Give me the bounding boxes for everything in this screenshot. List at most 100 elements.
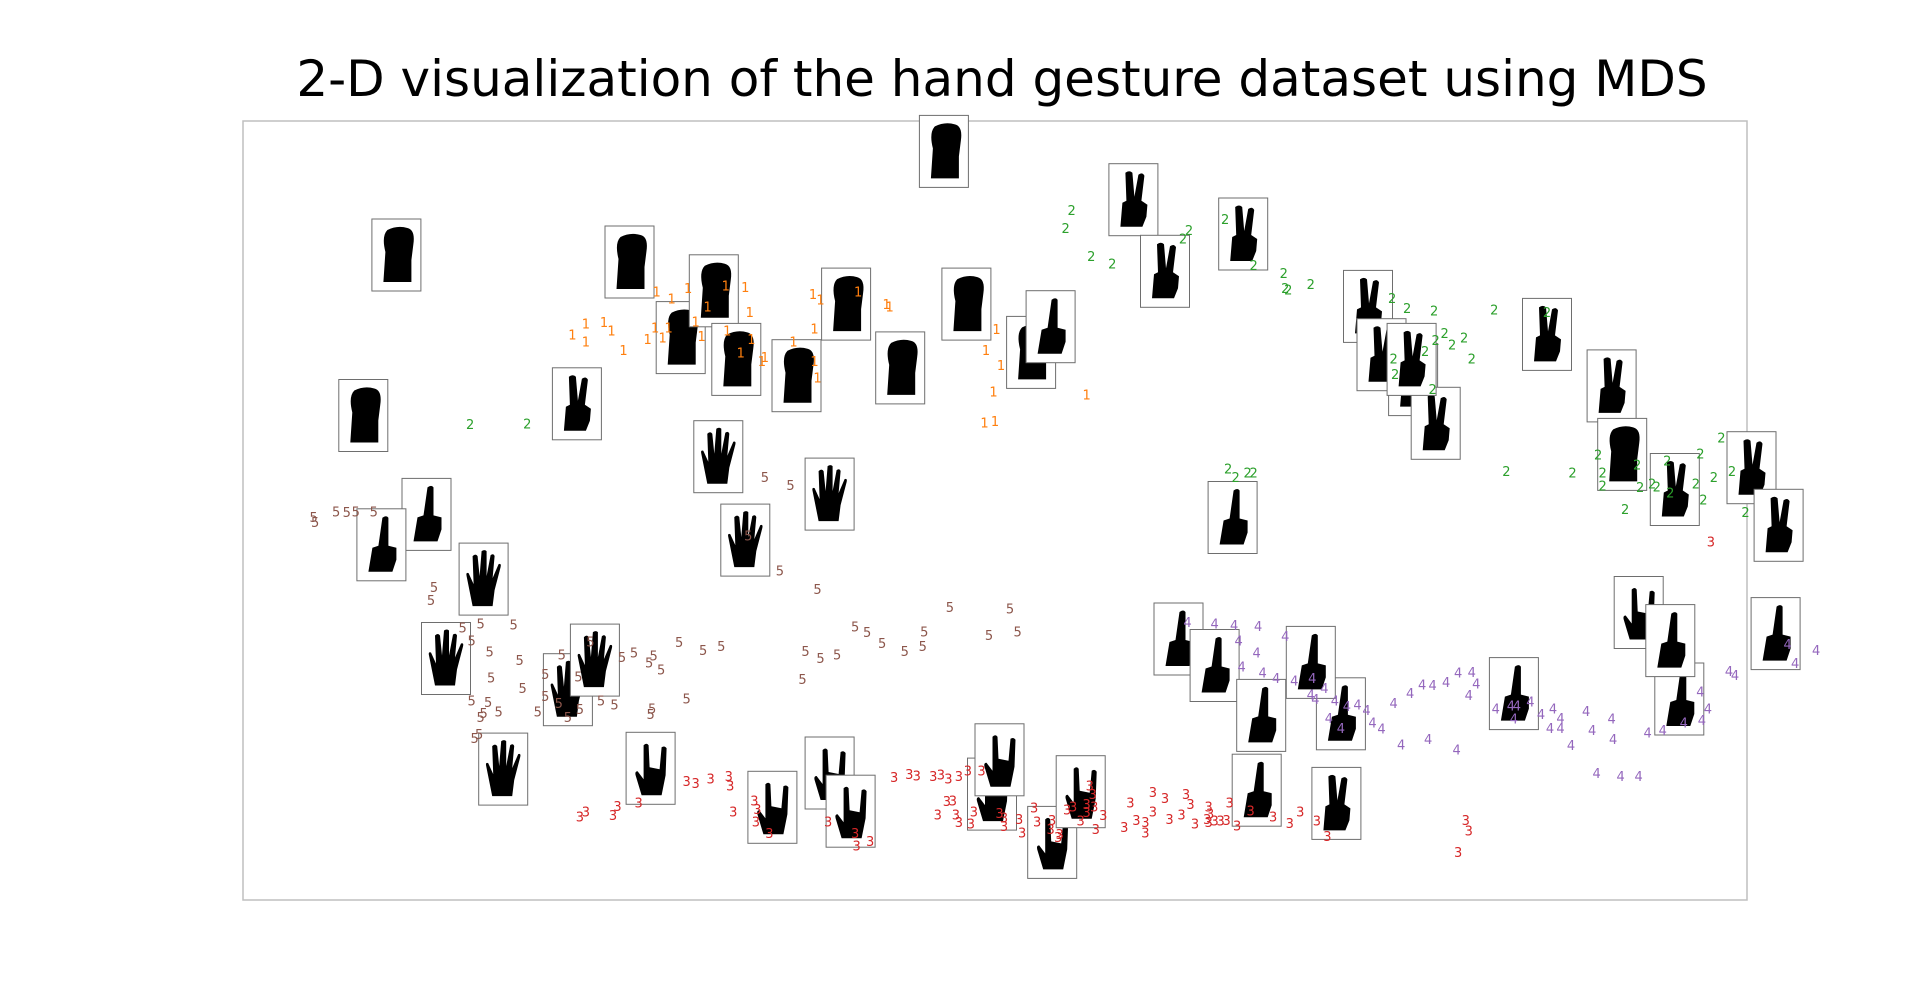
- point-class-4: 4: [1537, 708, 1545, 723]
- point-class-3: 3: [1204, 816, 1212, 831]
- point-class-5: 5: [813, 583, 821, 598]
- gesture-thumbnail-two: [1218, 197, 1269, 271]
- point-class-4: 4: [1254, 620, 1262, 635]
- point-class-2: 2: [1598, 466, 1606, 481]
- point-class-5: 5: [495, 706, 503, 721]
- point-class-3: 3: [1149, 786, 1157, 801]
- point-class-5: 5: [801, 645, 809, 660]
- point-class-3: 3: [1216, 815, 1224, 830]
- hand-horns-icon: [1036, 817, 1069, 870]
- point-class-4: 4: [1253, 646, 1261, 661]
- point-class-1: 1: [664, 322, 672, 337]
- gesture-thumbnail-two: [1753, 488, 1804, 562]
- point-class-3: 3: [1033, 815, 1041, 830]
- gesture-thumbnail-fist: [338, 379, 389, 452]
- point-class-3: 3: [967, 818, 975, 833]
- gesture-thumbnail-two: [1726, 431, 1777, 505]
- point-class-3: 3: [1203, 813, 1211, 828]
- point-class-1: 1: [747, 333, 755, 348]
- gesture-thumbnail-one: [1285, 625, 1336, 699]
- point-class-3: 3: [613, 800, 621, 815]
- point-class-3: 3: [1323, 830, 1331, 845]
- point-class-4: 4: [1308, 672, 1316, 687]
- point-class-4: 4: [1368, 716, 1376, 731]
- point-class-3: 3: [1030, 801, 1038, 816]
- point-class-5: 5: [851, 621, 859, 636]
- point-class-4: 4: [1343, 700, 1351, 715]
- point-class-4: 4: [1311, 693, 1319, 708]
- point-class-5: 5: [541, 690, 549, 705]
- point-class-3: 3: [1000, 812, 1008, 827]
- gesture-thumbnail-five: [720, 503, 771, 577]
- point-class-2: 2: [1391, 368, 1399, 383]
- gesture-thumbnail-horns: [1055, 755, 1106, 829]
- point-class-4: 4: [1510, 713, 1518, 728]
- point-class-2: 2: [1421, 345, 1429, 360]
- point-class-4: 4: [1546, 722, 1554, 737]
- hand-five-icon: [485, 740, 521, 797]
- gesture-thumbnail-one: [1488, 657, 1539, 731]
- point-class-3: 3: [1177, 808, 1185, 823]
- hand-one-icon: [1201, 637, 1230, 693]
- point-class-1: 1: [658, 332, 666, 347]
- point-class-3: 3: [866, 835, 874, 850]
- point-class-2: 2: [1448, 339, 1456, 354]
- point-class-3: 3: [1313, 815, 1321, 830]
- point-class-3: 3: [955, 816, 963, 831]
- point-class-5: 5: [920, 625, 928, 640]
- point-class-5: 5: [646, 708, 654, 723]
- point-class-1: 1: [813, 371, 821, 386]
- point-class-5: 5: [370, 505, 378, 520]
- point-class-5: 5: [985, 629, 993, 644]
- hand-two-icon: [1398, 330, 1426, 387]
- point-class-5: 5: [475, 728, 483, 743]
- hand-one-icon: [1762, 605, 1791, 661]
- hand-fist-icon: [1609, 426, 1640, 482]
- point-class-3: 3: [1048, 814, 1056, 829]
- point-class-4: 4: [1259, 667, 1267, 682]
- point-class-4: 4: [1507, 699, 1515, 714]
- point-class-2: 2: [1250, 466, 1258, 481]
- point-class-5: 5: [519, 682, 527, 697]
- gesture-thumbnail-fist: [941, 267, 992, 341]
- point-class-2: 2: [1221, 213, 1229, 228]
- point-class-5: 5: [786, 479, 794, 494]
- hand-fist-icon: [783, 347, 814, 403]
- hand-one-icon: [413, 485, 442, 542]
- hand-two-icon: [1738, 439, 1766, 495]
- point-class-4: 4: [1609, 733, 1617, 748]
- point-class-4: 4: [1424, 733, 1432, 748]
- point-class-3: 3: [944, 773, 952, 788]
- point-class-1: 1: [582, 336, 590, 351]
- point-class-5: 5: [541, 668, 549, 683]
- chart-title: 2-D visualization of the hand gesture da…: [296, 50, 1707, 108]
- point-class-5: 5: [863, 626, 871, 641]
- point-class-1: 1: [991, 415, 999, 430]
- point-class-5: 5: [657, 664, 665, 679]
- gesture-thumbnail-fist: [371, 218, 422, 292]
- point-class-5: 5: [919, 640, 927, 655]
- gesture-thumbnail-two: [1586, 349, 1637, 423]
- point-class-4: 4: [1397, 738, 1405, 753]
- point-class-3: 3: [692, 777, 700, 792]
- point-class-5: 5: [470, 732, 478, 747]
- point-class-5: 5: [486, 646, 494, 661]
- point-class-3: 3: [970, 805, 978, 820]
- gesture-thumbnail-horns: [625, 731, 676, 805]
- point-class-5: 5: [761, 471, 769, 486]
- point-class-5: 5: [597, 695, 605, 710]
- hand-two-icon: [1230, 205, 1258, 261]
- point-class-1: 1: [886, 301, 894, 316]
- point-class-2: 2: [1468, 353, 1476, 368]
- point-class-3: 3: [1233, 819, 1241, 834]
- point-class-5: 5: [901, 645, 909, 660]
- point-class-1: 1: [643, 333, 651, 348]
- point-class-2: 2: [1636, 481, 1644, 496]
- gesture-thumbnail-horns: [1027, 805, 1078, 879]
- point-class-4: 4: [1183, 616, 1191, 631]
- hand-horns-icon: [984, 735, 1016, 787]
- gesture-thumbnail-one: [1025, 290, 1076, 364]
- point-class-4: 4: [1362, 704, 1370, 719]
- point-class-1: 1: [992, 323, 1000, 338]
